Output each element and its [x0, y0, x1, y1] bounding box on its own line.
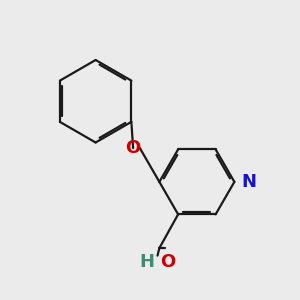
Text: O: O — [125, 139, 141, 157]
Text: H: H — [140, 254, 154, 272]
Text: N: N — [241, 173, 256, 191]
Text: O: O — [160, 254, 176, 272]
